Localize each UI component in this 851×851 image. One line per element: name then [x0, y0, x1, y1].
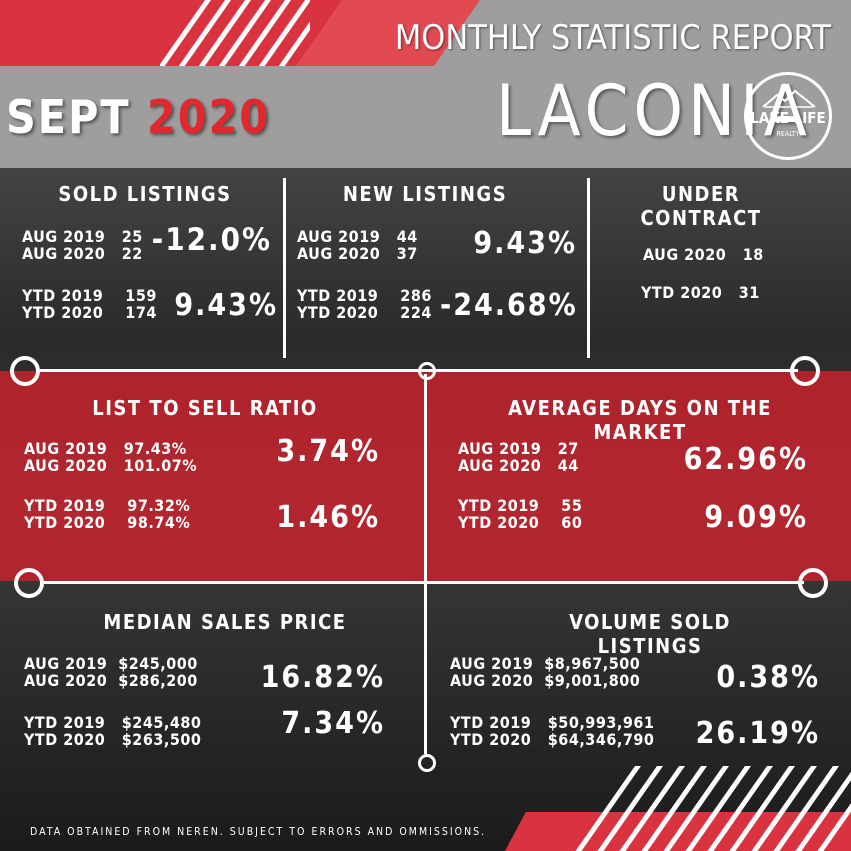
- vsl-ytd2019-row: YTD 2019 $50,993,961: [450, 713, 655, 732]
- sold-aug2019-row: AUG 2019 25: [22, 227, 143, 246]
- lake-life-logo: LAKE LIFE REALTY: [744, 72, 832, 160]
- lts-aug-pct: 3.74%: [276, 434, 380, 469]
- new-ytd2019-row: YTD 2019 286: [297, 286, 432, 305]
- sold-aug-pct: -12.0%: [151, 222, 272, 258]
- avg-days-title: AVERAGE DAYS ON THE MARKET: [508, 396, 772, 444]
- msp-aug2020-row: AUG 2020 $286,200: [24, 671, 198, 690]
- msp-ytd-pct: 7.34%: [281, 706, 385, 741]
- divider-vertical-center: [424, 374, 427, 754]
- lts-ytd-pct: 1.46%: [276, 500, 380, 535]
- sold-ytd-pct: 9.43%: [174, 288, 278, 323]
- mountain-icon: [762, 89, 816, 108]
- header-stripes: [160, 0, 310, 66]
- circle-upper-left: [10, 356, 40, 386]
- divider-vertical-top-left: [283, 178, 286, 358]
- msp-aug2019-row: AUG 2019 $245,000: [24, 654, 198, 673]
- vsl-aug2020-row: AUG 2020 $9,001,800: [450, 671, 641, 690]
- circle-lower-left: [14, 568, 44, 598]
- circle-lower-right: [798, 568, 828, 598]
- logo-line1: LAKE LIFE: [750, 109, 826, 127]
- msp-ytd2019-row: YTD 2019 $245,480: [24, 713, 202, 732]
- lts-aug2020-row: AUG 2020 101.07%: [24, 456, 198, 475]
- adm-aug-pct: 62.96%: [683, 442, 808, 477]
- month-label: SEPT: [6, 90, 131, 144]
- msp-aug-pct: 16.82%: [260, 660, 385, 695]
- lts-ytd2019-row: YTD 2019 97.32%: [24, 496, 191, 515]
- adm-ytd2020-row: YTD 2020 60: [458, 513, 583, 532]
- footer-disclaimer: DATA OBTAINED FROM NEREN. SUBJECT TO ERR…: [30, 826, 487, 838]
- lts-ytd2020-row: YTD 2020 98.74%: [24, 513, 191, 532]
- report-title: MONTHLY STATISTIC REPORT: [394, 18, 831, 58]
- vsl-aug2019-row: AUG 2019 $8,967,500: [450, 654, 641, 673]
- new-listings-title: NEW LISTINGS: [342, 182, 508, 206]
- lts-aug2019-row: AUG 2019 97.43%: [24, 439, 187, 458]
- uc-aug2020-row: AUG 2020 18: [643, 245, 764, 264]
- adm-aug2020-row: AUG 2020 44: [458, 456, 579, 475]
- vsl-aug-pct: 0.38%: [716, 660, 820, 695]
- volume-sold-title: VOLUME SOLD LISTINGS: [569, 610, 731, 658]
- new-ytd-pct: -24.68%: [440, 288, 578, 323]
- vsl-ytd-pct: 26.19%: [695, 716, 820, 751]
- sold-listings-title: SOLD LISTINGS: [58, 182, 232, 206]
- new-aug-pct: 9.43%: [473, 226, 577, 261]
- sold-ytd2020-row: YTD 2020 174: [22, 303, 157, 322]
- year-label: 2020: [147, 90, 271, 144]
- report-month: SEPT 2020: [6, 90, 270, 144]
- logo-line2: REALTY: [776, 130, 800, 138]
- adm-aug2019-row: AUG 2019 27: [458, 439, 579, 458]
- median-price-title: MEDIAN SALES PRICE: [103, 610, 347, 634]
- list-to-sell-title: LIST TO SELL RATIO: [92, 396, 318, 420]
- new-aug2020-row: AUG 2020 37: [297, 244, 418, 263]
- divider-vertical-top-right: [587, 178, 590, 358]
- uc-ytd2020-row: YTD 2020 31: [641, 283, 760, 302]
- sold-aug2020-row: AUG 2020 22: [22, 244, 143, 263]
- adm-ytd-pct: 9.09%: [704, 500, 808, 535]
- vsl-ytd2020-row: YTD 2020 $64,346,790: [450, 730, 655, 749]
- circle-center-bottom: [418, 754, 436, 772]
- circle-upper-right: [790, 356, 820, 386]
- footer-stripes: [560, 766, 851, 851]
- new-aug2019-row: AUG 2019 44: [297, 227, 418, 246]
- circle-center-top: [418, 362, 436, 380]
- sold-ytd2019-row: YTD 2019 159: [22, 286, 157, 305]
- under-contract-title: UNDER CONTRACT: [640, 182, 762, 230]
- msp-ytd2020-row: YTD 2020 $263,500: [24, 730, 202, 749]
- adm-ytd2019-row: YTD 2019 55: [458, 496, 583, 515]
- new-ytd2020-row: YTD 2020 224: [297, 303, 432, 322]
